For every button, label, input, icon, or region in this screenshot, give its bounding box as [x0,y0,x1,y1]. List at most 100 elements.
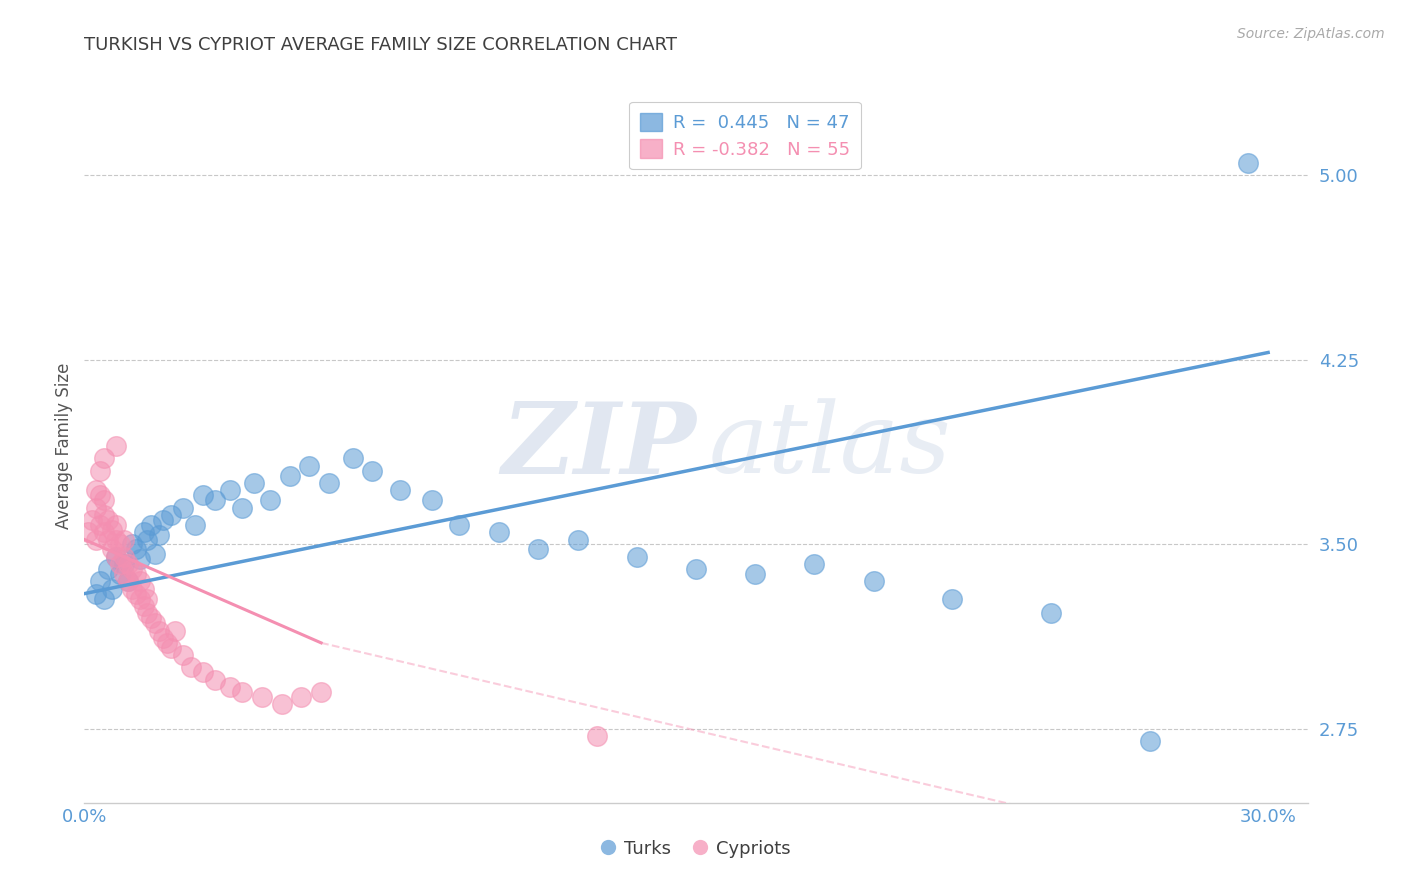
Point [136,533,159,547]
Point [93,508,115,522]
Point [243,475,266,490]
Point [626,549,648,564]
Point [449,517,471,532]
Point [112,533,135,547]
Point [160,508,183,522]
Point [156,636,179,650]
Point [101,542,124,557]
Point [803,557,825,571]
Point [219,680,242,694]
Point [84,533,107,547]
Point [231,500,253,515]
Point [160,640,183,655]
Point [744,566,766,581]
Legend: Turks, Cypriots: Turks, Cypriots [593,832,799,865]
Point [132,525,155,540]
Point [112,549,135,564]
Point [309,685,332,699]
Text: TURKISH VS CYPRIOT AVERAGE FAMILY SIZE CORRELATION CHART: TURKISH VS CYPRIOT AVERAGE FAMILY SIZE C… [84,36,678,54]
Point [77,525,100,540]
Point [290,690,312,704]
Point [685,562,707,576]
Point [191,488,214,502]
Point [136,607,159,621]
Point [165,624,187,638]
Point [136,591,159,606]
Point [97,513,120,527]
Point [121,562,143,576]
Point [108,537,131,551]
Point [104,439,127,453]
Point [141,611,163,625]
Point [82,513,104,527]
Point [93,493,115,508]
Point [89,574,111,589]
Point [172,500,194,515]
Point [1237,156,1260,170]
Point [145,616,167,631]
Point [84,500,107,515]
Point [104,549,127,564]
Point [89,488,111,502]
Point [420,493,443,508]
Point [97,533,120,547]
Point [104,533,127,547]
Point [128,574,150,589]
Point [128,552,150,566]
Point [132,582,155,596]
Y-axis label: Average Family Size: Average Family Size [55,363,73,529]
Point [259,493,281,508]
Point [204,673,226,687]
Point [204,493,226,508]
Point [318,475,340,490]
Point [1139,734,1161,748]
Point [567,533,589,547]
Point [93,451,115,466]
Point [121,537,143,551]
Point [389,483,412,498]
Point [121,582,143,596]
Point [298,458,321,473]
Point [112,566,135,581]
Text: Source: ZipAtlas.com: Source: ZipAtlas.com [1237,27,1385,41]
Point [117,574,139,589]
Point [101,582,124,596]
Point [342,451,364,466]
Point [124,542,146,557]
Point [132,599,155,613]
Point [117,557,139,571]
Point [108,566,131,581]
Point [108,557,131,571]
Text: ZIP: ZIP [501,398,696,494]
Point [231,685,253,699]
Point [191,665,214,680]
Text: atlas: atlas [709,399,950,493]
Point [148,624,170,638]
Point [250,690,273,704]
Point [361,464,384,478]
Point [862,574,884,589]
Point [941,591,963,606]
Point [84,483,107,498]
Point [586,730,609,744]
Point [148,527,170,541]
Point [124,566,146,581]
Point [278,468,301,483]
Point [184,517,207,532]
Point [112,557,135,571]
Point [152,631,174,645]
Point [145,547,167,561]
Point [89,517,111,532]
Point [97,562,120,576]
Point [117,574,139,589]
Point [1040,607,1063,621]
Point [124,587,146,601]
Point [270,698,292,712]
Point [152,513,174,527]
Point [527,542,550,557]
Point [488,525,510,540]
Point [219,483,242,498]
Point [128,591,150,606]
Point [84,587,107,601]
Point [104,517,127,532]
